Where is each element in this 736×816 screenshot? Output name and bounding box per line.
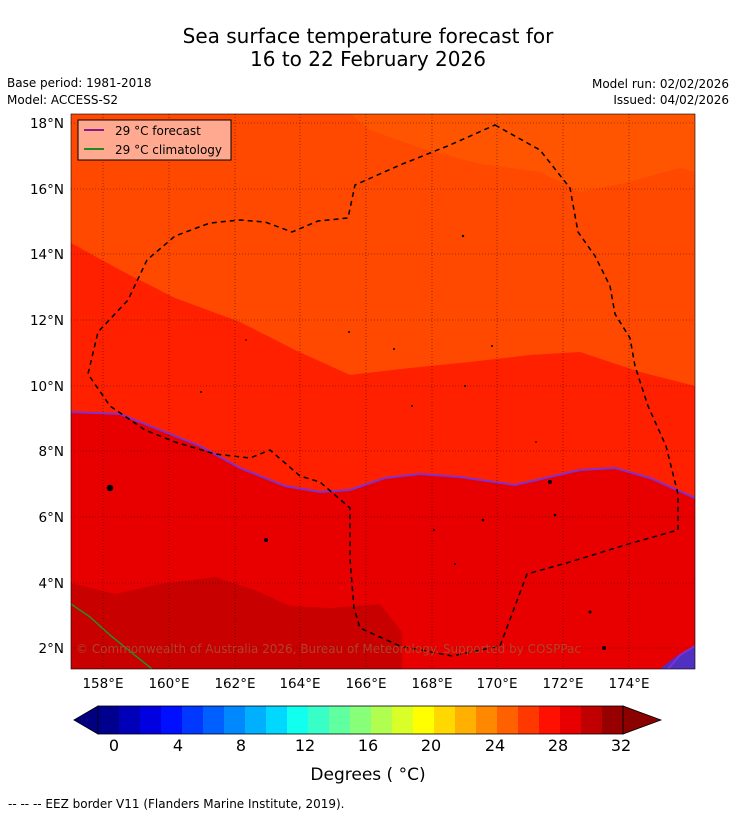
colorbar-cell (434, 706, 456, 734)
colorbar-cell (203, 706, 225, 734)
lon-label: 174°E (608, 676, 649, 692)
model-name: Model: ACCESS-S2 (7, 93, 119, 107)
colorbar-cell (224, 706, 246, 734)
lon-label: 170°E (476, 676, 517, 692)
colorbar-frame (97, 705, 624, 735)
colorbar-tick-label: 32 (611, 736, 631, 755)
colorbar-cell (161, 706, 183, 734)
sst-map: © Commonwealth of Australia 2026, Bureau… (71, 114, 695, 669)
eez-footnote: -- -- -- EEZ border V11 (Flanders Marine… (8, 797, 345, 811)
colorbar-cell (266, 706, 288, 734)
colorbar-cell (455, 706, 477, 734)
colorbar-tick-label: 16 (358, 736, 378, 755)
colorbar-tick-label: 24 (485, 736, 505, 755)
colorbar-cell (497, 706, 519, 734)
colorbar-cell (350, 706, 372, 734)
colorbar-tick-label: 20 (421, 736, 441, 755)
lon-label: 172°E (542, 676, 583, 692)
colorbar-cell (98, 706, 120, 734)
lat-axis: 18°N 16°N 14°N 12°N 10°N 8°N 6°N 4°N 2°N (30, 116, 64, 657)
colorbar-cell (329, 706, 351, 734)
colorbar-cell (476, 706, 498, 734)
lat-label: 4°N (39, 576, 64, 592)
colorbar-cell (308, 706, 330, 734)
colorbar-cell (413, 706, 435, 734)
climatology-29c-contour (71, 603, 153, 669)
colorbar-label: Degrees ( °C) (310, 765, 425, 785)
colorbar-under-arrow (73, 705, 99, 735)
forecast-29c-contour-corner (667, 645, 695, 669)
copyright-text: © Commonwealth of Australia 2026, Bureau… (76, 642, 581, 656)
sst-band-upper (350, 114, 695, 192)
colorbar-tick-label: 28 (548, 736, 568, 755)
colorbar-cell (119, 706, 141, 734)
lon-label: 168°E (411, 676, 452, 692)
map-legend: 29 °C forecast 29 °C climatology (77, 119, 232, 161)
lon-label: 162°E (214, 676, 255, 692)
lat-label: 12°N (30, 313, 64, 329)
colorbar-cell (602, 706, 624, 734)
islands (106, 234, 606, 650)
lat-label: 6°N (39, 510, 64, 526)
issued-date: Issued: 04/02/2026 (613, 93, 729, 107)
legend-forecast-label: 29 °C forecast (115, 124, 201, 138)
colorbar-cell (287, 706, 309, 734)
base-period: Base period: 1981-2018 (7, 76, 152, 90)
colorbar-cell (581, 706, 603, 734)
colorbar-cell (392, 706, 414, 734)
lon-label: 166°E (345, 676, 386, 692)
colorbar-cell (518, 706, 540, 734)
lon-label: 160°E (148, 676, 189, 692)
colorbar-ticks: 0 4 8 12 16 20 24 28 32 (109, 736, 631, 755)
eez-border (87, 124, 679, 657)
colorbar-tick-label: 0 (109, 736, 119, 755)
lat-label: 14°N (30, 247, 64, 263)
colorbar-tick-label: 8 (236, 736, 246, 755)
colorbar-cell (182, 706, 204, 734)
colorbar-cell (371, 706, 393, 734)
map-frame (70, 113, 696, 670)
lat-label: 10°N (30, 379, 64, 395)
graticule (71, 114, 695, 669)
title-line-2: 16 to 22 February 2026 (250, 47, 486, 71)
lon-axis: 158°E 160°E 162°E 164°E 166°E 168°E 170°… (82, 676, 649, 692)
colorbar-cells (98, 706, 624, 734)
colorbar-cell (539, 706, 561, 734)
colorbar-cell (560, 706, 582, 734)
lat-label: 18°N (30, 116, 64, 132)
colorbar (73, 705, 663, 735)
colorbar-cell (245, 706, 267, 734)
lon-label: 164°E (279, 676, 320, 692)
colorbar-tick-label: 4 (173, 736, 183, 755)
model-run: Model run: 02/02/2026 (591, 77, 729, 91)
lat-label: 2°N (39, 641, 64, 657)
colorbar-tick-label: 12 (295, 736, 315, 755)
title-line-1: Sea surface temperature forecast for (182, 24, 554, 48)
lat-label: 8°N (39, 444, 64, 460)
lat-label: 16°N (30, 182, 64, 198)
colorbar-over-arrow (622, 705, 663, 735)
forecast-29c-contour (71, 411, 695, 499)
lon-label: 158°E (82, 676, 123, 692)
sst-band-31-32 (71, 577, 402, 669)
colorbar-cell (140, 706, 162, 734)
legend-climatology-label: 29 °C climatology (115, 143, 222, 157)
